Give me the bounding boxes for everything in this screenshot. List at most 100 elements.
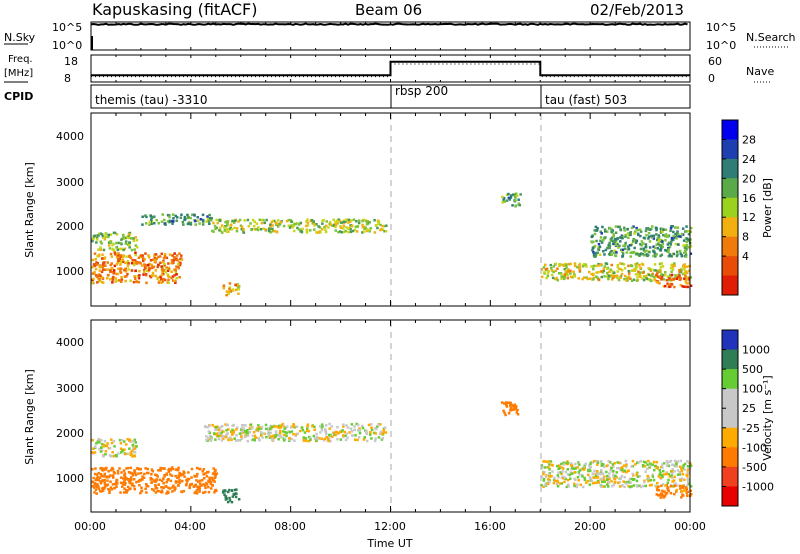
data-cell (562, 467, 565, 470)
data-cell (104, 450, 108, 453)
data-cell (296, 222, 299, 225)
data-cell (654, 226, 658, 229)
data-cell (597, 246, 600, 249)
data-cell (325, 436, 328, 439)
data-cell (594, 264, 598, 268)
data-cell (113, 231, 117, 235)
data-cell (130, 261, 134, 265)
data-cell (550, 269, 554, 272)
data-cell (101, 479, 104, 482)
data-cell (278, 431, 282, 435)
data-cell (565, 485, 569, 489)
data-cell (306, 218, 309, 221)
data-cell (642, 484, 645, 488)
data-cell (583, 476, 586, 480)
data-cell (585, 276, 588, 279)
data-cell (626, 233, 630, 236)
data-cell (240, 228, 243, 231)
data-cell (625, 277, 629, 280)
data-cell (278, 434, 281, 437)
data-cell (635, 479, 639, 483)
data-cell (649, 479, 652, 482)
data-cell (677, 233, 680, 236)
data-cell (285, 219, 289, 223)
data-cell (601, 477, 605, 480)
data-cell (124, 242, 128, 245)
data-cell (665, 249, 669, 252)
data-cell (611, 273, 614, 276)
data-cell (116, 469, 120, 473)
data-cell (622, 480, 625, 483)
data-cell (589, 461, 593, 464)
data-cell (665, 472, 668, 476)
data-cell (240, 437, 244, 440)
data-cell (661, 483, 665, 486)
data-cell (657, 485, 660, 489)
data-cell (542, 485, 545, 489)
data-cell (625, 482, 628, 485)
data-cell (109, 268, 112, 272)
data-cell (560, 462, 563, 466)
data-cell (683, 277, 686, 280)
data-cell (689, 464, 693, 467)
data-cell (657, 489, 661, 492)
data-cell (349, 230, 353, 234)
data-cell (509, 196, 513, 199)
data-cell (126, 272, 129, 276)
data-cell (99, 438, 103, 442)
data-cell (209, 482, 213, 486)
data-cell (208, 434, 212, 437)
data-cell (676, 473, 680, 476)
data-cell (91, 468, 94, 471)
data-cell (193, 474, 196, 478)
data-cell (687, 461, 691, 464)
data-cell (165, 256, 169, 260)
data-cell (355, 230, 359, 233)
data-cell (313, 224, 316, 227)
data-cell (169, 479, 173, 483)
data-cell (640, 244, 643, 247)
data-cell (122, 248, 125, 252)
data-cell (576, 483, 579, 486)
data-cell (336, 425, 339, 429)
data-cell (644, 243, 648, 246)
data-cell (630, 485, 633, 488)
data-cell (198, 485, 201, 488)
data-cell (151, 265, 154, 268)
data-cell (345, 226, 348, 229)
data-cell (92, 476, 95, 480)
data-cell (629, 264, 633, 267)
data-cell (110, 438, 113, 441)
data-cell (652, 460, 656, 464)
data-cell (515, 411, 518, 414)
data-cell (642, 460, 646, 464)
data-cell (665, 460, 669, 463)
data-cell (123, 275, 127, 278)
data-cell (152, 265, 156, 269)
data-cell (164, 271, 168, 274)
colorbar-tick-label: 12 (742, 211, 756, 224)
data-cell (632, 478, 635, 481)
data-cell (137, 280, 141, 284)
data-cell (258, 218, 261, 222)
data-cell (103, 481, 106, 484)
data-cell (689, 485, 693, 488)
data-cell (315, 231, 318, 234)
data-cell (243, 219, 246, 222)
colorbar-tick-label: 20 (742, 172, 756, 185)
data-cell (620, 468, 624, 472)
data-cell (98, 489, 102, 493)
data-cell (680, 496, 683, 499)
data-cell (502, 196, 506, 200)
data-cell (294, 434, 297, 437)
data-cell (671, 268, 675, 271)
data-cell (610, 249, 613, 253)
data-cell (280, 424, 284, 427)
data-cell (283, 427, 286, 430)
data-cell (547, 475, 551, 478)
data-cell (687, 282, 690, 285)
data-cell (645, 227, 648, 230)
data-cell (558, 272, 561, 275)
data-cell (94, 484, 98, 488)
data-cell (129, 279, 132, 282)
